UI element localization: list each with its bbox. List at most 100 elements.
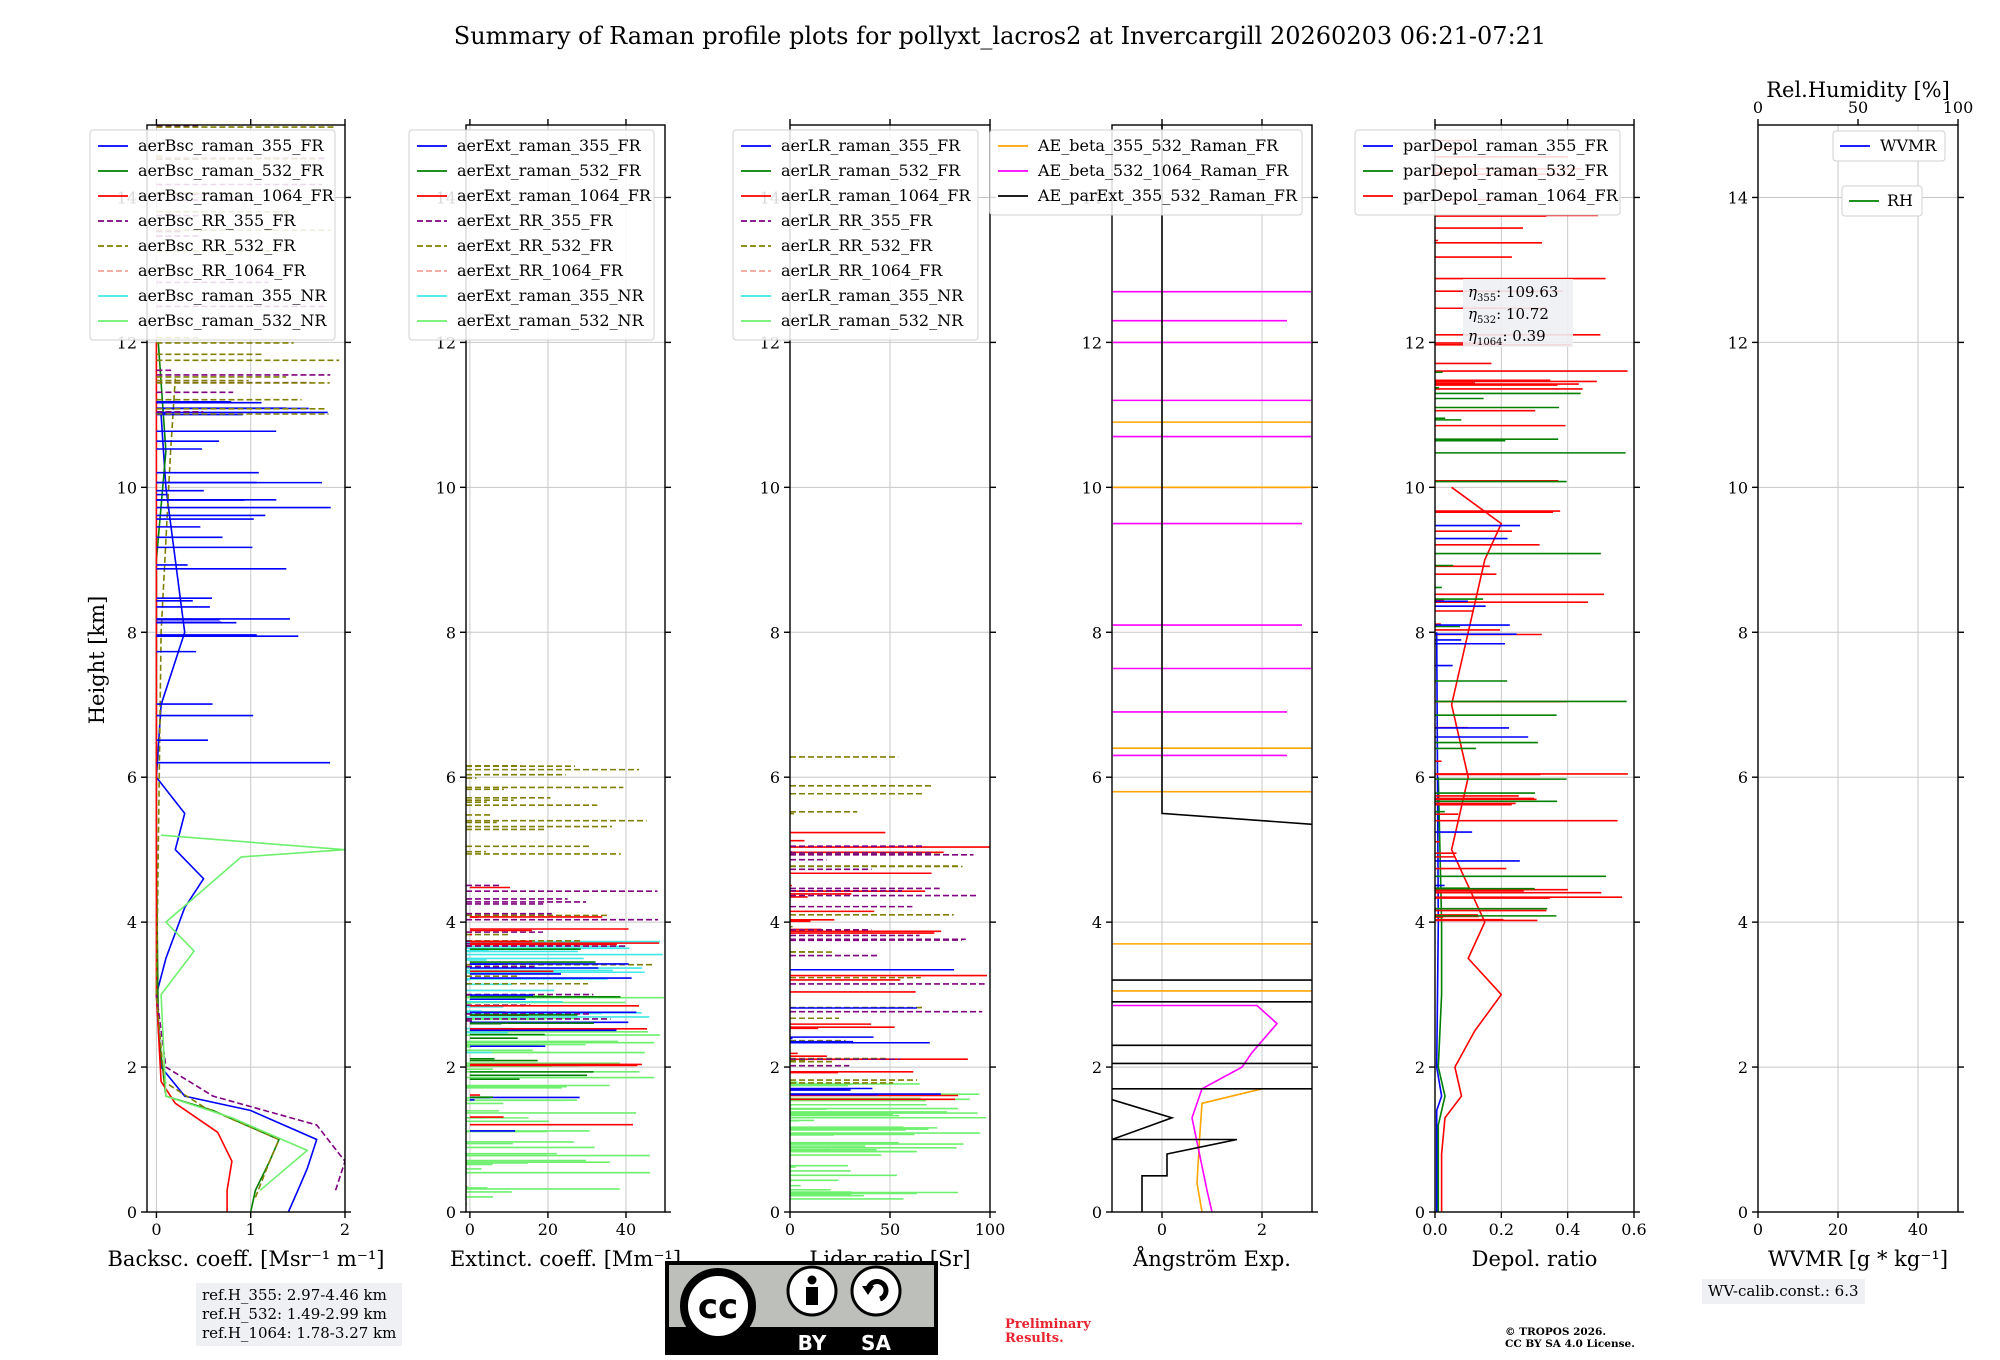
ref-height-355: ref.H_355: 2.97-4.46 km xyxy=(202,1286,387,1304)
panel-extinction: 0246810121402040Extinct. coeff. [Mm⁻¹]ae… xyxy=(408,119,681,1271)
x-tick-label: 0.4 xyxy=(1555,1220,1580,1239)
legend-label: aerBsc_raman_355_FR xyxy=(138,136,324,155)
series-line-AE_parExt_355_532_Raman_FR xyxy=(1112,1098,1238,1212)
series-line-parDepol_raman_532_FR xyxy=(1437,777,1446,1212)
y-tick-label: 6 xyxy=(770,768,780,787)
series-line-parDepol_raman_355_FR xyxy=(1435,632,1443,1212)
y-tick-label: 12 xyxy=(1728,333,1748,352)
data-layer xyxy=(1112,125,1312,1212)
preliminary-line-1: Preliminary xyxy=(1005,1317,1091,1332)
cc-circle-icon xyxy=(680,1268,756,1344)
y-tick-label: 10 xyxy=(1405,478,1425,497)
y-tick-label: 12 xyxy=(1405,333,1425,352)
x-tick-label: 40 xyxy=(1908,1220,1928,1239)
legend-label: aerLR_raman_355_FR xyxy=(781,136,961,155)
x-tick-label: 0.6 xyxy=(1621,1220,1646,1239)
y-tick-label: 6 xyxy=(1415,768,1425,787)
share-alike-icon xyxy=(850,1265,902,1317)
annotation-line: η355: 109.63 xyxy=(1468,283,1558,304)
legend-label: aerExt_raman_1064_FR xyxy=(457,186,652,205)
panel-lidar_ratio: 02468101214050100Lidar ratio [Sr]aerLR_r… xyxy=(732,119,1006,1271)
y-tick-label: 2 xyxy=(446,1058,456,1077)
legend-label: aerExt_RR_1064_FR xyxy=(457,261,624,280)
by-label: BY xyxy=(798,1331,827,1355)
legend-label: aerBsc_RR_1064_FR xyxy=(138,261,307,280)
copyright-note: © TROPOS 2026. CC BY SA 4.0 License. xyxy=(1505,1326,1635,1350)
legend-wvmr: WVMR xyxy=(1832,130,1946,162)
y-tick-label: 8 xyxy=(770,623,780,642)
y-tick-label: 2 xyxy=(770,1058,780,1077)
legend-box xyxy=(1832,130,1946,162)
legend-label: aerExt_raman_532_FR xyxy=(457,161,642,180)
y-tick-label: 0 xyxy=(1415,1203,1425,1222)
y-tick-label: 2 xyxy=(1738,1058,1748,1077)
legend-label: RH xyxy=(1887,191,1913,210)
y-tick-label: 4 xyxy=(770,913,780,932)
legend-extinction: aerExt_raman_355_FR aerExt_raman_532_FRae… xyxy=(408,129,655,341)
y-tick-label: 2 xyxy=(1092,1058,1102,1077)
x-tick-label: 0.0 xyxy=(1422,1220,1447,1239)
legend-label: parDepol_raman_355_FR xyxy=(1403,136,1609,155)
legend-label: aerExt_RR_355_FR xyxy=(457,211,614,230)
y-tick-label: 2 xyxy=(1415,1058,1425,1077)
x-axis-label: Extinct. coeff. [Mm⁻¹] xyxy=(450,1247,681,1271)
figure-title: Summary of Raman profile plots for polly… xyxy=(454,22,1546,50)
legend-box xyxy=(1841,185,1923,217)
x-tick-label: 0 xyxy=(1753,1220,1763,1239)
y-tick-label: 0 xyxy=(770,1203,780,1222)
y-tick-label: 10 xyxy=(117,478,137,497)
x-tick-label: 100 xyxy=(975,1220,1006,1239)
y-tick-label: 6 xyxy=(1092,768,1102,787)
series-line-AE_beta_532_1064_Raman_FR xyxy=(1112,1004,1279,1212)
legend-label: aerExt_raman_355_FR xyxy=(457,136,642,155)
data-layer xyxy=(790,756,990,1200)
y-tick-label: 4 xyxy=(446,913,456,932)
y-tick-label: 6 xyxy=(1738,768,1748,787)
y-tick-label: 0 xyxy=(1092,1203,1102,1222)
top-x-tick-label: 50 xyxy=(1848,98,1868,117)
legend-label: aerBsc_raman_355_NR xyxy=(138,286,327,305)
legend-label: aerLR_raman_532_NR xyxy=(781,311,964,330)
panel-backscatter: 02468101214012Backsc. coeff. [Msr⁻¹ m⁻¹]… xyxy=(89,119,384,1271)
x-tick-label: 0 xyxy=(1157,1220,1167,1239)
x-axis-label: Depol. ratio xyxy=(1472,1247,1598,1271)
y-tick-label: 10 xyxy=(1082,478,1102,497)
ref-height-1064: ref.H_1064: 1.78-3.27 km xyxy=(202,1324,397,1342)
copyright-line-1: © TROPOS 2026. xyxy=(1505,1326,1607,1338)
legend-angstrom: AE_beta_355_532_Raman_FR AE_beta_532_1064… xyxy=(989,129,1303,216)
y-tick-label: 10 xyxy=(760,478,780,497)
y-tick-label: 0 xyxy=(127,1203,137,1222)
legend-depolarization: parDepol_raman_355_FR parDepol_raman_532_… xyxy=(1354,129,1621,216)
y-tick-label: 10 xyxy=(436,478,456,497)
axes-frame xyxy=(1111,124,1313,1213)
legend-box xyxy=(408,129,655,341)
y-tick-label: 4 xyxy=(1415,913,1425,932)
legend-label: aerLR_RR_532_FR xyxy=(781,236,933,255)
data-layer xyxy=(1435,139,1628,1212)
y-tick-label: 8 xyxy=(446,623,456,642)
x-tick-label: 2 xyxy=(1257,1220,1267,1239)
y-tick-label: 14 xyxy=(1728,188,1748,207)
series-line-aerBsc_RR_532_FR xyxy=(155,378,281,1198)
top-x-tick-label: 100 xyxy=(1943,98,1974,117)
legend-label: aerBsc_RR_355_FR xyxy=(138,211,296,230)
x-tick-label: 0.2 xyxy=(1489,1220,1514,1239)
preliminary-line-2: Results. xyxy=(1005,1331,1064,1346)
legend-label: parDepol_raman_1064_FR xyxy=(1403,186,1619,205)
legend-label: AE_parExt_355_532_Raman_FR xyxy=(1037,186,1298,205)
y-tick-label: 2 xyxy=(127,1058,137,1077)
data-layer xyxy=(466,765,664,1205)
legend-label: aerBsc_raman_532_FR xyxy=(138,161,324,180)
legend-label: aerBsc_raman_1064_FR xyxy=(138,186,335,205)
legend-label: aerBsc_RR_532_FR xyxy=(138,236,296,255)
y-tick-label: 4 xyxy=(1738,913,1748,932)
axes-frame xyxy=(465,124,666,1213)
legend-label: AE_beta_355_532_Raman_FR xyxy=(1037,136,1279,155)
y-tick-label: 6 xyxy=(127,768,137,787)
data-layer xyxy=(155,125,345,1212)
legend-rh: RH xyxy=(1841,185,1923,217)
x-axis-label: WVMR [g * kg⁻¹] xyxy=(1768,1247,1948,1271)
x-axis-label: Ångström Exp. xyxy=(1132,1246,1291,1271)
